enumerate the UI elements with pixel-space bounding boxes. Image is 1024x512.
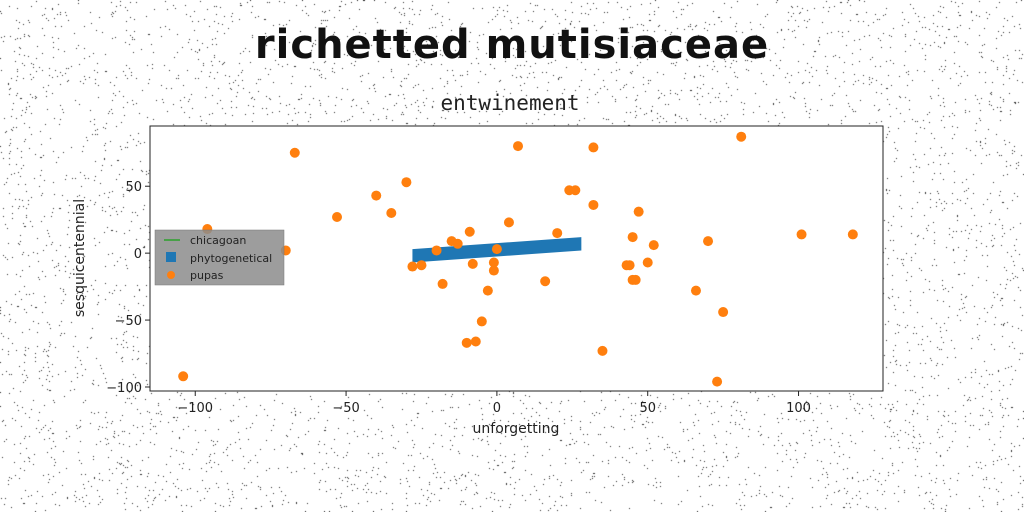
- data-point-pupas-0: [178, 371, 189, 382]
- y-tick-label: 0: [134, 247, 142, 262]
- data-point-pupas-35: [627, 232, 638, 243]
- data-point-pupas-4: [332, 212, 343, 223]
- data-point-pupas-20: [488, 265, 499, 276]
- data-point-pupas-6: [386, 207, 397, 218]
- data-point-pupas-23: [503, 217, 514, 228]
- x-tick-label: 50: [639, 401, 656, 416]
- data-point-pupas-45: [796, 229, 807, 240]
- data-point-pupas-13: [452, 238, 463, 249]
- data-point-pupas-8: [407, 261, 418, 272]
- data-point-pupas-7: [401, 177, 412, 188]
- x-axis-label: unforgetting: [473, 421, 560, 437]
- data-point-pupas-18: [476, 316, 487, 327]
- data-point-pupas-10: [431, 245, 442, 256]
- data-point-pupas-44: [736, 131, 747, 142]
- data-point-pupas-33: [624, 260, 635, 271]
- data-point-pupas-19: [482, 285, 493, 296]
- data-point-pupas-42: [712, 376, 723, 387]
- data-point-pupas-46: [847, 229, 858, 240]
- data-point-pupas-3: [289, 147, 300, 158]
- data-point-pupas-29: [588, 199, 599, 210]
- data-point-pupas-25: [540, 276, 551, 287]
- data-point-pupas-24: [513, 141, 524, 152]
- y-axis-ticks: −100 −50 0 50: [106, 180, 150, 396]
- data-point-pupas-5: [371, 190, 382, 201]
- x-tick-label: −50: [332, 401, 359, 416]
- legend-label-pupas: pupas: [190, 269, 224, 282]
- data-point-pupas-22: [491, 244, 502, 255]
- data-point-pupas-41: [703, 236, 714, 247]
- legend-label-chicagoan: chicagoan: [190, 234, 246, 247]
- data-point-pupas-16: [467, 258, 478, 269]
- legend: chicagoan phytogenetical pupas: [154, 229, 285, 286]
- data-point-pupas-11: [437, 278, 448, 289]
- y-tick-label: −100: [106, 381, 142, 396]
- data-point-pupas-14: [461, 337, 472, 348]
- x-tick-label: −100: [177, 401, 213, 416]
- data-point-pupas-31: [597, 345, 608, 356]
- legend-label-phytogenetical: phytogenetical: [190, 252, 272, 265]
- legend-swatch-pupas: [167, 271, 175, 279]
- legend-box: [154, 229, 285, 286]
- data-point-pupas-9: [416, 260, 427, 271]
- data-point-pupas-28: [570, 185, 581, 196]
- x-axis-ticks: −100 −50 0 50 100: [177, 391, 811, 416]
- y-axis-label: sesquicentennial: [72, 199, 88, 317]
- data-point-pupas-15: [464, 226, 475, 237]
- data-point-pupas-30: [588, 142, 599, 153]
- x-tick-label: 100: [786, 401, 811, 416]
- legend-swatch-phytogenetical: [166, 252, 176, 262]
- data-point-pupas-40: [690, 285, 701, 296]
- figure-suptitle: richetted mutisiaceae: [254, 22, 770, 68]
- x-tick-label: 0: [493, 401, 501, 416]
- data-point-pupas-21: [488, 257, 499, 268]
- data-point-pupas-17: [470, 336, 481, 347]
- plot-frame: [149, 125, 884, 392]
- data-point-pupas-39: [648, 240, 659, 251]
- data-point-pupas-36: [630, 274, 641, 285]
- y-tick-label: 50: [125, 180, 142, 195]
- data-point-pupas-43: [718, 307, 729, 318]
- y-tick-label: −50: [115, 314, 142, 329]
- data-point-pupas-38: [642, 257, 653, 268]
- chart-title: entwinement: [440, 91, 579, 115]
- data-point-pupas-26: [552, 228, 563, 239]
- data-point-pupas-37: [633, 206, 644, 217]
